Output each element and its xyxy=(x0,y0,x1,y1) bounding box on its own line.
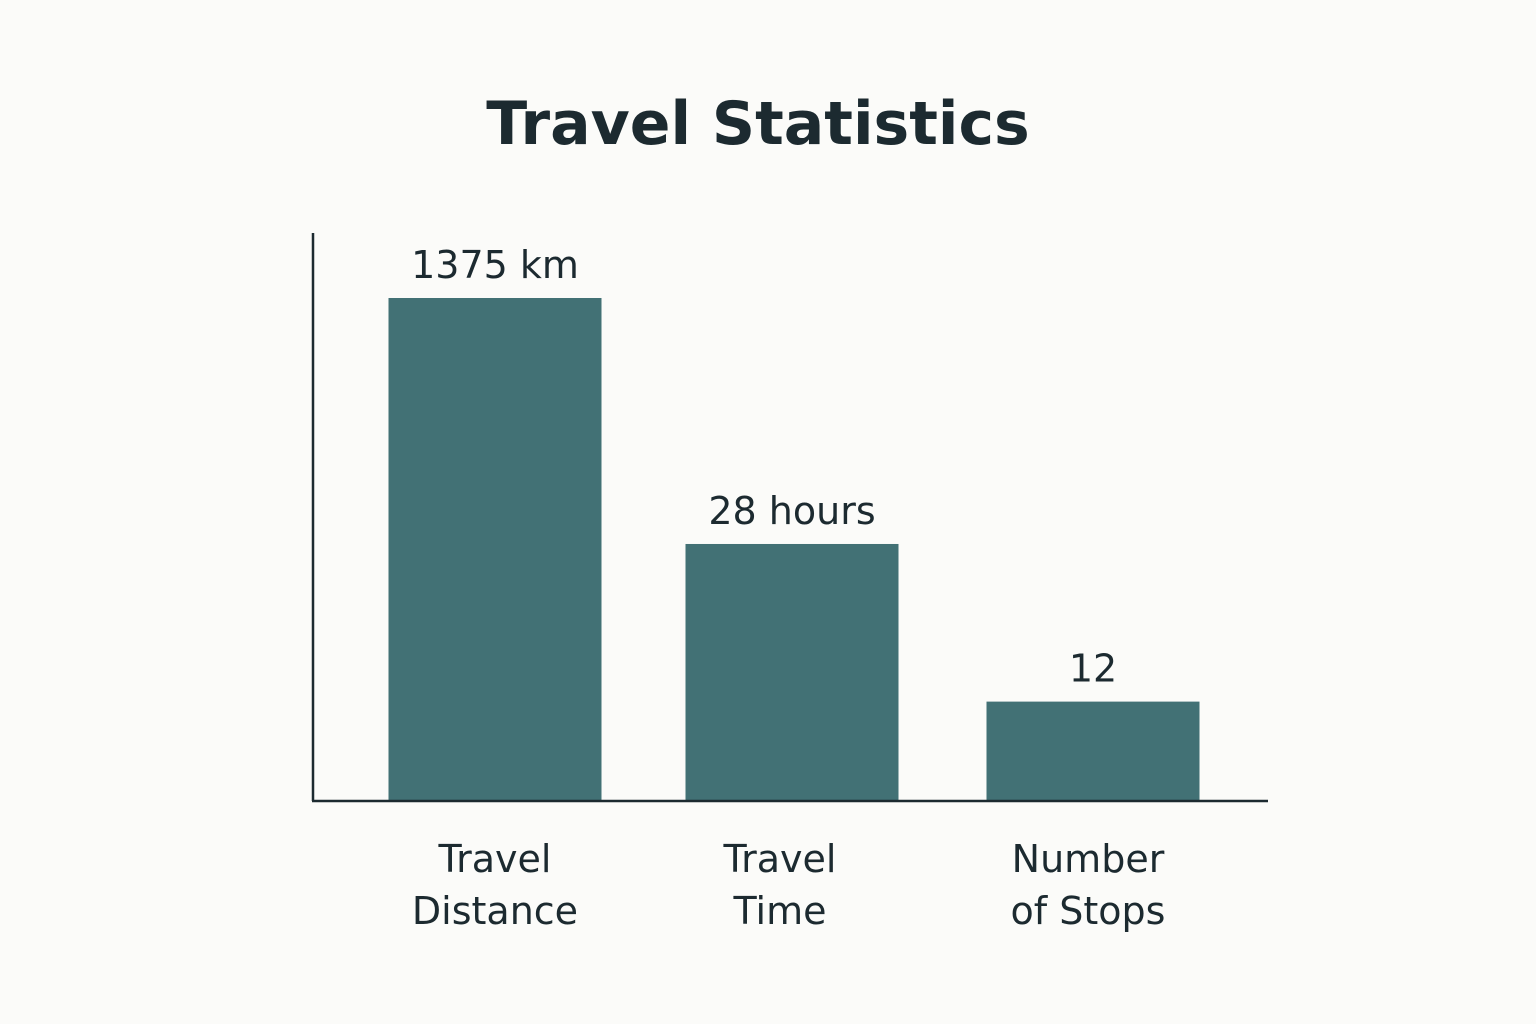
category-label-travel-distance-line-2: Distance xyxy=(412,889,578,933)
value-label-number-of-stops: 12 xyxy=(1069,647,1117,691)
category-label-travel-distance-line-1: Travel xyxy=(438,837,552,881)
value-labels-group: 1375 km 28 hours 12 xyxy=(411,243,1117,691)
chart-title: Travel Statistics xyxy=(486,89,1030,159)
value-label-travel-distance: 1375 km xyxy=(411,243,579,287)
bar-travel-time xyxy=(685,543,899,800)
value-label-travel-time: 28 hours xyxy=(708,489,875,533)
category-label-number-of-stops-line-1: Number xyxy=(1012,837,1165,881)
bar-travel-distance xyxy=(388,298,602,800)
category-labels-group: Travel Distance Travel Time Number of Stops xyxy=(412,837,1166,933)
bars-group xyxy=(388,298,1200,800)
bar-number-of-stops xyxy=(986,701,1200,800)
category-label-number-of-stops-line-2: of Stops xyxy=(1011,889,1166,933)
category-label-travel-time-line-1: Travel xyxy=(723,837,837,881)
category-label-travel-time-line-2: Time xyxy=(733,889,827,933)
